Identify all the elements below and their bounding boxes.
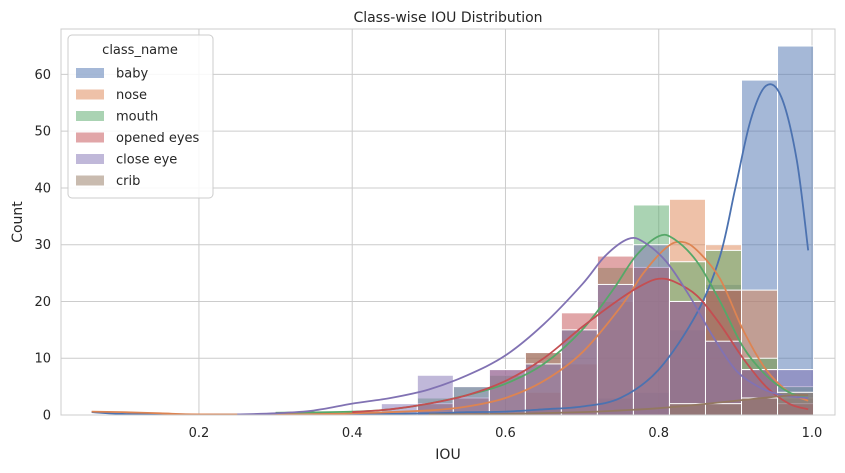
legend: class_name baby nose mouth opened eyes close… [67,34,214,199]
x-tick-label: 1.0 [802,426,823,441]
y-axis-ticks: 0 10 20 30 40 50 60 [34,68,51,424]
x-tick-label: 0.2 [189,426,210,441]
x-axis-label: IOU [435,447,460,463]
legend-title: class_name [102,43,178,58]
y-tick-label: 50 [34,125,51,140]
y-tick-label: 0 [43,409,51,424]
legend-swatch [76,175,104,186]
legend-swatch [76,154,104,164]
y-tick-label: 60 [34,68,51,83]
x-tick-label: 0.8 [648,426,669,441]
legend-swatch [76,111,104,121]
bar-close-eye [452,386,490,416]
kde-line-opened-eyes [352,277,809,414]
legend-box [67,34,214,199]
legend-label: mouth [116,110,158,125]
plot-frame [60,28,836,416]
x-axis-ticks: 0.2 0.4 0.6 0.8 1.0 [189,426,823,441]
bar-baby [777,45,815,416]
x-tick-label: 0.4 [342,426,363,441]
y-tick-label: 40 [34,181,51,196]
legend-label: crib [116,174,140,189]
kde-line-close-eye [237,236,809,416]
legend-swatch [76,132,104,143]
legend-label: nose [116,88,147,103]
bar-crib [741,397,779,416]
legend-label: close eye [116,153,177,168]
chart-title: Class-wise IOU Distribution [353,10,542,26]
y-tick-label: 10 [34,352,51,367]
kde-line-crib [428,394,809,416]
x-tick-label: 0.6 [495,426,516,441]
axes-frame [60,28,836,416]
y-tick-label: 30 [34,238,51,253]
bar-close-eye [668,300,706,416]
legend-items: baby nose mouth opened eyes close eye crib [76,67,200,189]
legend-label: baby [116,67,148,82]
legend-swatch [76,68,104,78]
legend-swatch [76,89,104,100]
legend-label: opened eyes [116,131,200,146]
bar-crib [704,403,743,416]
bar-close-eye [596,283,634,416]
bar-close-eye [632,244,670,416]
y-tick-label: 20 [34,295,51,310]
y-axis-label: Count [10,201,26,243]
